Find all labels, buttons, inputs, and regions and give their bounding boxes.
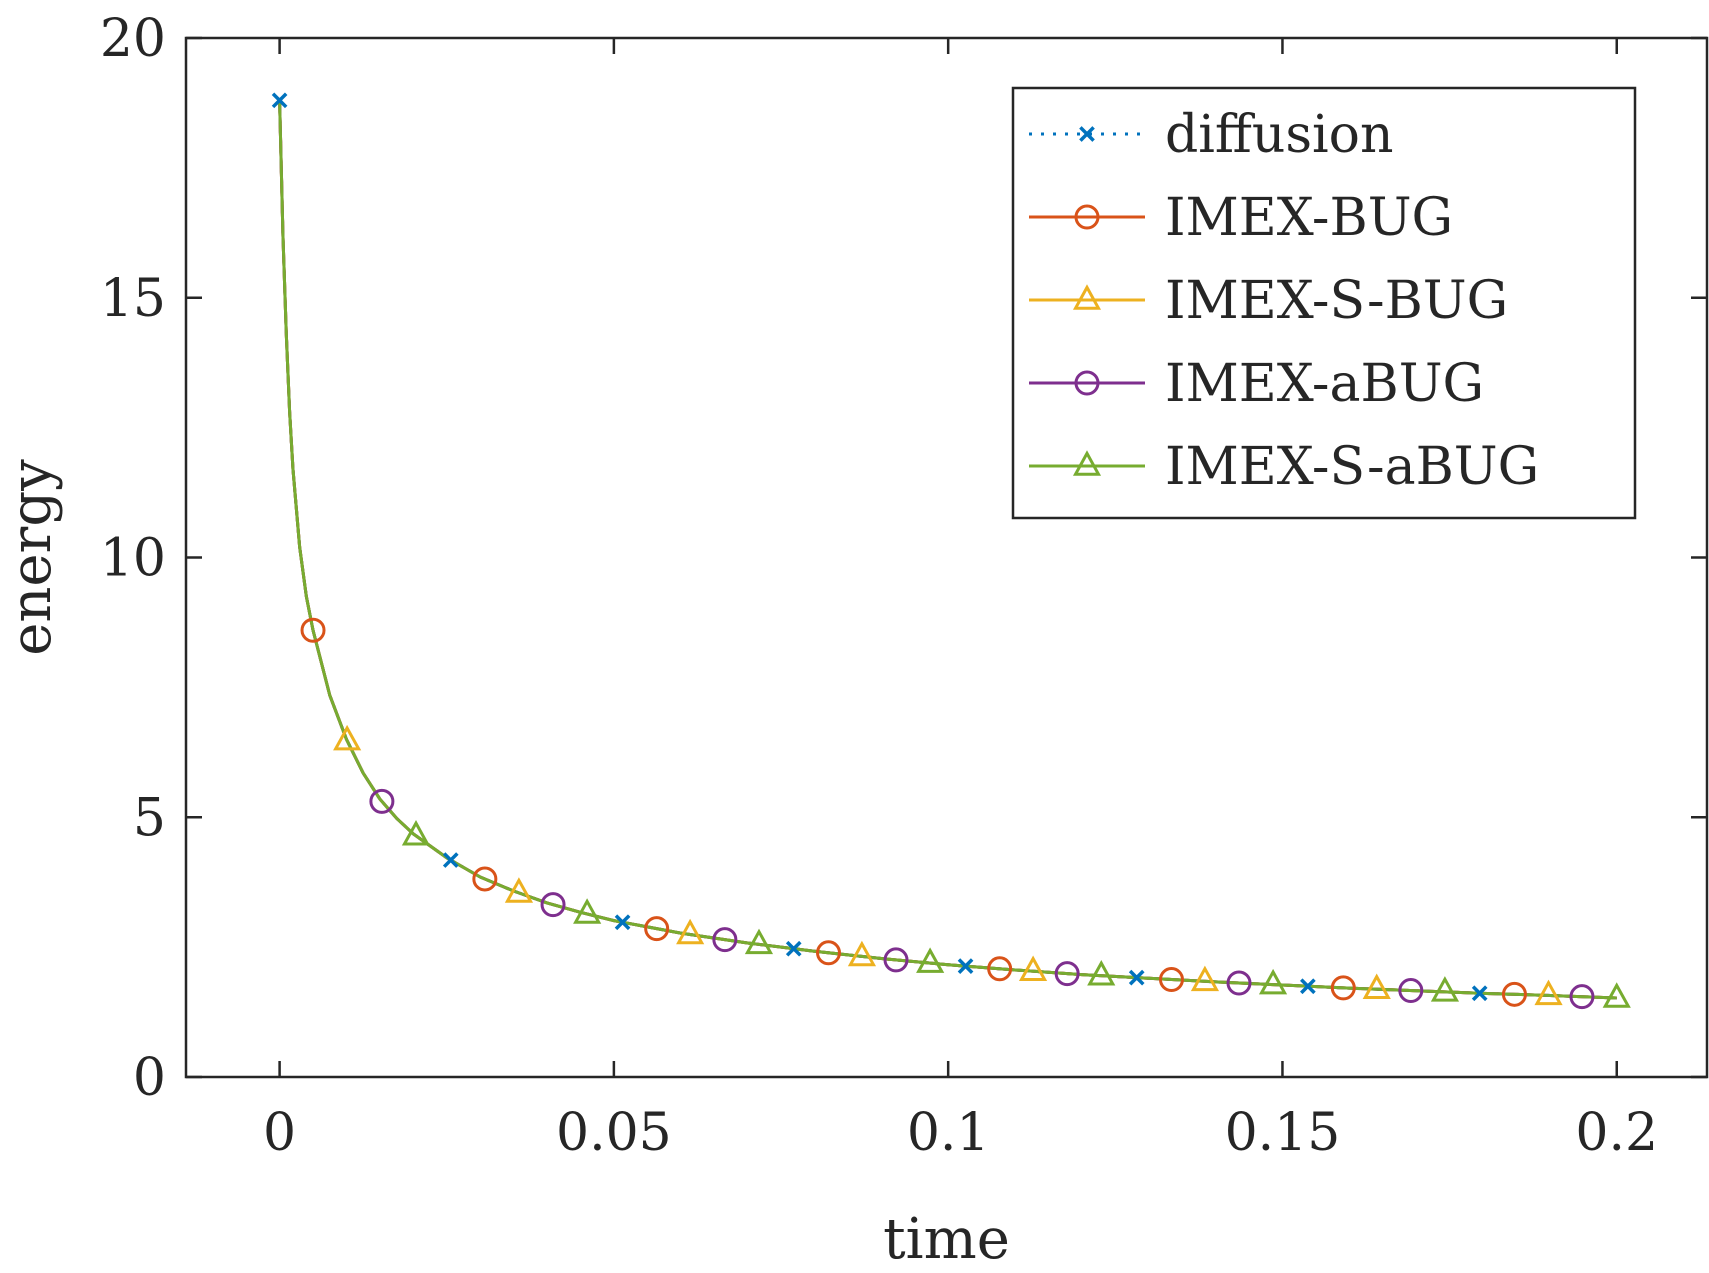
legend-label: diffusion — [1165, 105, 1393, 165]
x-tick-label: 0.15 — [1225, 1103, 1341, 1163]
x-tick-label: 0.05 — [556, 1103, 672, 1163]
legend-entry-imex-s-bug: IMEX-S-BUG — [1029, 271, 1508, 331]
marker-diffusion-6 — [1300, 978, 1316, 995]
marker-imex-s-abug-7 — [1602, 982, 1631, 1008]
legend-marker-diffusion — [1079, 126, 1095, 142]
marker-diffusion-3 — [785, 940, 802, 957]
marker-imex-s-bug-0 — [333, 724, 362, 751]
marker-diffusion-5 — [1128, 969, 1145, 986]
legend-label: IMEX-BUG — [1165, 188, 1453, 248]
legend-entry-imex-s-abug: IMEX-S-aBUG — [1029, 437, 1539, 497]
marker-imex-abug-1 — [540, 892, 566, 918]
y-tick-label: 20 — [100, 9, 166, 69]
marker-imex-s-bug-2 — [676, 918, 705, 945]
marker-imex-abug-5 — [1226, 970, 1252, 996]
marker-imex-abug-7 — [1569, 984, 1595, 1010]
axes: 0 0.05 0.1 0.15 0.2 0 5 10 15 20 time energy — [0, 9, 1709, 1272]
marker-imex-s-bug-4 — [1018, 955, 1048, 981]
y-tick-label: 15 — [100, 269, 166, 329]
legend-marker-imex-s-abug — [1072, 450, 1102, 476]
marker-diffusion-1 — [442, 852, 459, 868]
marker-diffusion-7 — [1471, 985, 1488, 1002]
legend-entry-diffusion: diffusion — [1029, 105, 1393, 165]
marker-imex-s-bug-3 — [847, 940, 877, 967]
y-tick-label: 10 — [100, 529, 166, 589]
marker-imex-abug-4 — [1054, 961, 1080, 987]
legend-box — [1011, 86, 1637, 520]
legend-entry-imex-abug: IMEX-aBUG — [1029, 354, 1484, 414]
marker-diffusion-0 — [271, 92, 288, 109]
marker-imex-abug-3 — [883, 947, 909, 973]
legend-label: IMEX-aBUG — [1165, 354, 1484, 414]
legend-label: IMEX-S-aBUG — [1165, 437, 1539, 497]
marker-imex-bug-3 — [815, 940, 841, 966]
series-line-imex-s-abug — [278, 100, 1617, 1000]
marker-imex-abug-2 — [712, 927, 738, 953]
marker-imex-s-bug-1 — [504, 877, 534, 903]
marker-imex-s-abug-0 — [401, 819, 431, 846]
legend: diffusion IMEX-BUG IMEX-S-BUG IMEX-aBUG IMEX… — [1011, 86, 1637, 520]
marker-imex-s-abug-4 — [1087, 959, 1116, 986]
marker-imex-s-bug-5 — [1190, 965, 1220, 992]
y-tick-label: 5 — [133, 788, 166, 848]
marker-imex-bug-2 — [644, 916, 670, 942]
marker-imex-s-abug-2 — [744, 928, 774, 955]
marker-imex-bug-6 — [1330, 975, 1356, 1001]
y-tick-label: 0 — [133, 1048, 166, 1108]
x-axis-title: time — [883, 1207, 1010, 1269]
x-tick-label: 0.2 — [1575, 1103, 1658, 1163]
marker-imex-bug-7 — [1501, 981, 1527, 1007]
marker-imex-s-abug-1 — [573, 898, 602, 924]
marker-imex-bug-5 — [1158, 967, 1184, 993]
marker-imex-s-bug-6 — [1362, 973, 1391, 999]
marker-imex-abug-6 — [1398, 978, 1424, 1004]
marker-imex-s-abug-5 — [1258, 968, 1288, 995]
marker-imex-abug-0 — [369, 788, 395, 814]
marker-diffusion-2 — [614, 914, 631, 931]
legend-marker-imex-bug — [1074, 204, 1100, 230]
x-tick-label: 0 — [263, 1103, 296, 1163]
marker-imex-s-bug-7 — [1534, 979, 1563, 1006]
marker-imex-s-abug-6 — [1430, 976, 1460, 1002]
x-tick-label: 0.1 — [907, 1103, 990, 1163]
marker-imex-bug-4 — [987, 956, 1013, 982]
marker-diffusion-4 — [957, 958, 974, 974]
marker-imex-s-abug-3 — [916, 947, 945, 973]
plot-area — [271, 92, 1631, 1010]
legend-label: IMEX-S-BUG — [1165, 271, 1508, 331]
marker-imex-bug-1 — [472, 866, 498, 892]
legend-entry-imex-bug: IMEX-BUG — [1029, 188, 1453, 248]
marker-imex-bug-0 — [300, 617, 326, 643]
legend-marker-imex-abug — [1074, 370, 1100, 396]
legend-marker-imex-s-bug — [1072, 284, 1102, 310]
y-axis-title: energy — [0, 459, 64, 656]
